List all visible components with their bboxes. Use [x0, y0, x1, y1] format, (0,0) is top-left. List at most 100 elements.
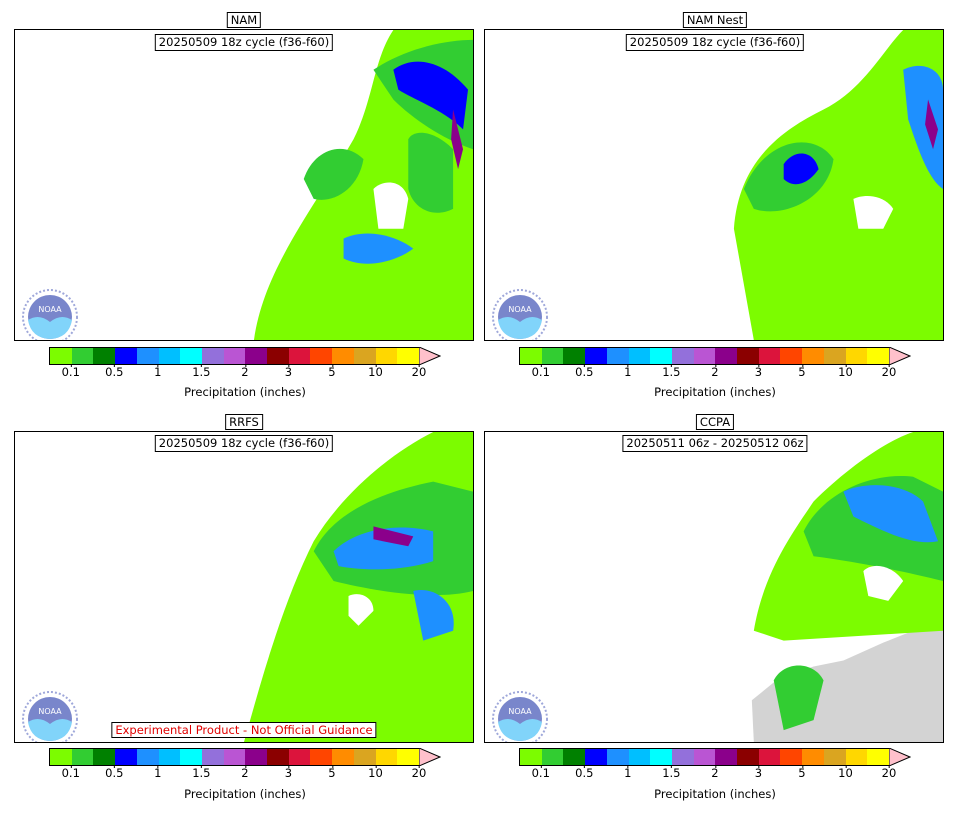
colorbar: 0.1 0.5 1 1.5 2 3 5 10 20: [519, 347, 911, 383]
color-swatch: [585, 348, 607, 364]
colorbar-tick-label: 20: [411, 765, 427, 780]
colorbar-tick-label: 2: [711, 765, 719, 780]
colorbar-tick-label: 10: [838, 765, 853, 780]
color-swatch: [158, 749, 181, 765]
color-swatch: [628, 749, 651, 765]
colorbar-tick-label: 10: [838, 364, 853, 379]
colorbar-tick-label: 2: [241, 765, 249, 780]
color-swatch: [267, 749, 289, 765]
color-swatch: [267, 348, 289, 364]
color-swatch: [136, 348, 159, 364]
colorbar-tick-label: 0.5: [105, 765, 124, 780]
color-swatch: [71, 749, 94, 765]
color-swatch: [93, 749, 116, 765]
color-swatch: [758, 348, 781, 364]
cycle-label-nam: 20250509 18z cycle (f36-f60): [154, 34, 334, 51]
colorbar-extend-arrow: [419, 347, 441, 365]
color-swatch: [245, 348, 268, 364]
map-panel-nam: NOAA: [14, 29, 474, 341]
svg-text:NOAA: NOAA: [38, 707, 62, 716]
colorbar-tick-label: 10: [368, 364, 383, 379]
colorbar-tick-label: 1.5: [662, 765, 681, 780]
color-swatch: [780, 348, 803, 364]
color-swatch: [758, 749, 781, 765]
colorbar-tick-label: 20: [881, 765, 897, 780]
color-swatch: [93, 348, 116, 364]
color-swatch: [310, 348, 333, 364]
color-swatch: [671, 348, 694, 364]
colorbar-tick-label: 5: [798, 364, 806, 379]
svg-text:NOAA: NOAA: [508, 305, 532, 314]
colorbar-tick-label: 0.1: [531, 765, 550, 780]
colorbar-tick-label: 1.5: [192, 765, 211, 780]
colorbar-tick-label: 0.1: [531, 364, 550, 379]
color-swatch: [180, 348, 202, 364]
precip-map-rrfs: [244, 432, 473, 742]
color-swatch: [867, 749, 889, 765]
color-swatch: [223, 749, 246, 765]
colorbar-tick-label: 5: [328, 364, 336, 379]
colorbar-tick-label: 0.5: [105, 364, 124, 379]
colorbar-tick-label: 20: [881, 364, 897, 379]
map-panel-rrfs: NOAA: [14, 431, 474, 743]
color-swatch: [332, 749, 354, 765]
color-swatch: [71, 348, 94, 364]
colorbar-tick-label: 5: [798, 765, 806, 780]
precip-map-ccpa: [751, 432, 943, 742]
map-panel-ccpa: NOAA: [484, 431, 944, 743]
color-swatch: [397, 348, 419, 364]
color-swatch: [353, 749, 376, 765]
color-swatch: [693, 348, 716, 364]
color-swatch: [375, 348, 398, 364]
color-swatch: [671, 749, 694, 765]
colorbar-tick-label: 0.1: [61, 765, 80, 780]
colorbar-extend-arrow: [889, 347, 911, 365]
color-swatch: [715, 348, 738, 364]
colorbar-tick-label: 0.5: [575, 364, 594, 379]
color-swatch: [585, 749, 607, 765]
cycle-label-ccpa: 20250511 06z - 20250512 06z: [622, 435, 808, 452]
panel-title-ccpa: CCPA: [695, 414, 735, 430]
colorbar-swatches: [519, 748, 889, 766]
colorbar-tick-label: 3: [284, 765, 293, 780]
color-swatch: [650, 749, 672, 765]
panel-title-nam: NAM: [226, 12, 262, 28]
colorbar-tick-label: 1: [624, 765, 632, 780]
color-swatch: [375, 749, 398, 765]
color-swatch: [223, 348, 246, 364]
colorbar-tick-label: 0.5: [575, 765, 594, 780]
color-swatch: [606, 348, 629, 364]
color-swatch: [115, 348, 137, 364]
colorbar-tick-label: 0.1: [61, 364, 80, 379]
panel-title-nam-nest: NAM Nest: [682, 12, 748, 28]
color-swatch: [201, 749, 224, 765]
colorbar-swatches: [49, 748, 419, 766]
svg-text:NOAA: NOAA: [508, 707, 532, 716]
colorbar-label: Precipitation (inches): [654, 385, 776, 399]
color-swatch: [158, 348, 181, 364]
color-swatch: [628, 348, 651, 364]
color-swatch: [541, 749, 564, 765]
precip-map-nam: [253, 30, 473, 340]
colorbar-label: Precipitation (inches): [184, 385, 306, 399]
color-swatch: [353, 348, 376, 364]
color-swatch: [715, 749, 738, 765]
colorbar-tick-label: 3: [284, 364, 293, 379]
colorbar-tick-label: 2: [241, 364, 249, 379]
color-swatch: [201, 348, 224, 364]
color-swatch: [737, 348, 759, 364]
panel-title-rrfs: RRFS: [225, 414, 263, 430]
colorbar-swatches: [49, 347, 419, 365]
color-swatch: [693, 749, 716, 765]
color-swatch: [180, 749, 202, 765]
svg-text:NOAA: NOAA: [38, 305, 62, 314]
cycle-label-rrfs: 20250509 18z cycle (f36-f60): [154, 435, 334, 452]
noaa-logo-icon: NOAA: [21, 690, 79, 742]
color-swatch: [845, 749, 868, 765]
color-swatch: [115, 749, 137, 765]
experimental-notice: Experimental Product - Not Official Guid…: [111, 722, 377, 738]
colorbar: 0.1 0.5 1 1.5 2 3 5 10 20: [519, 748, 911, 784]
color-swatch: [245, 749, 268, 765]
color-swatch: [136, 749, 159, 765]
colorbar-extend-arrow: [889, 748, 911, 766]
